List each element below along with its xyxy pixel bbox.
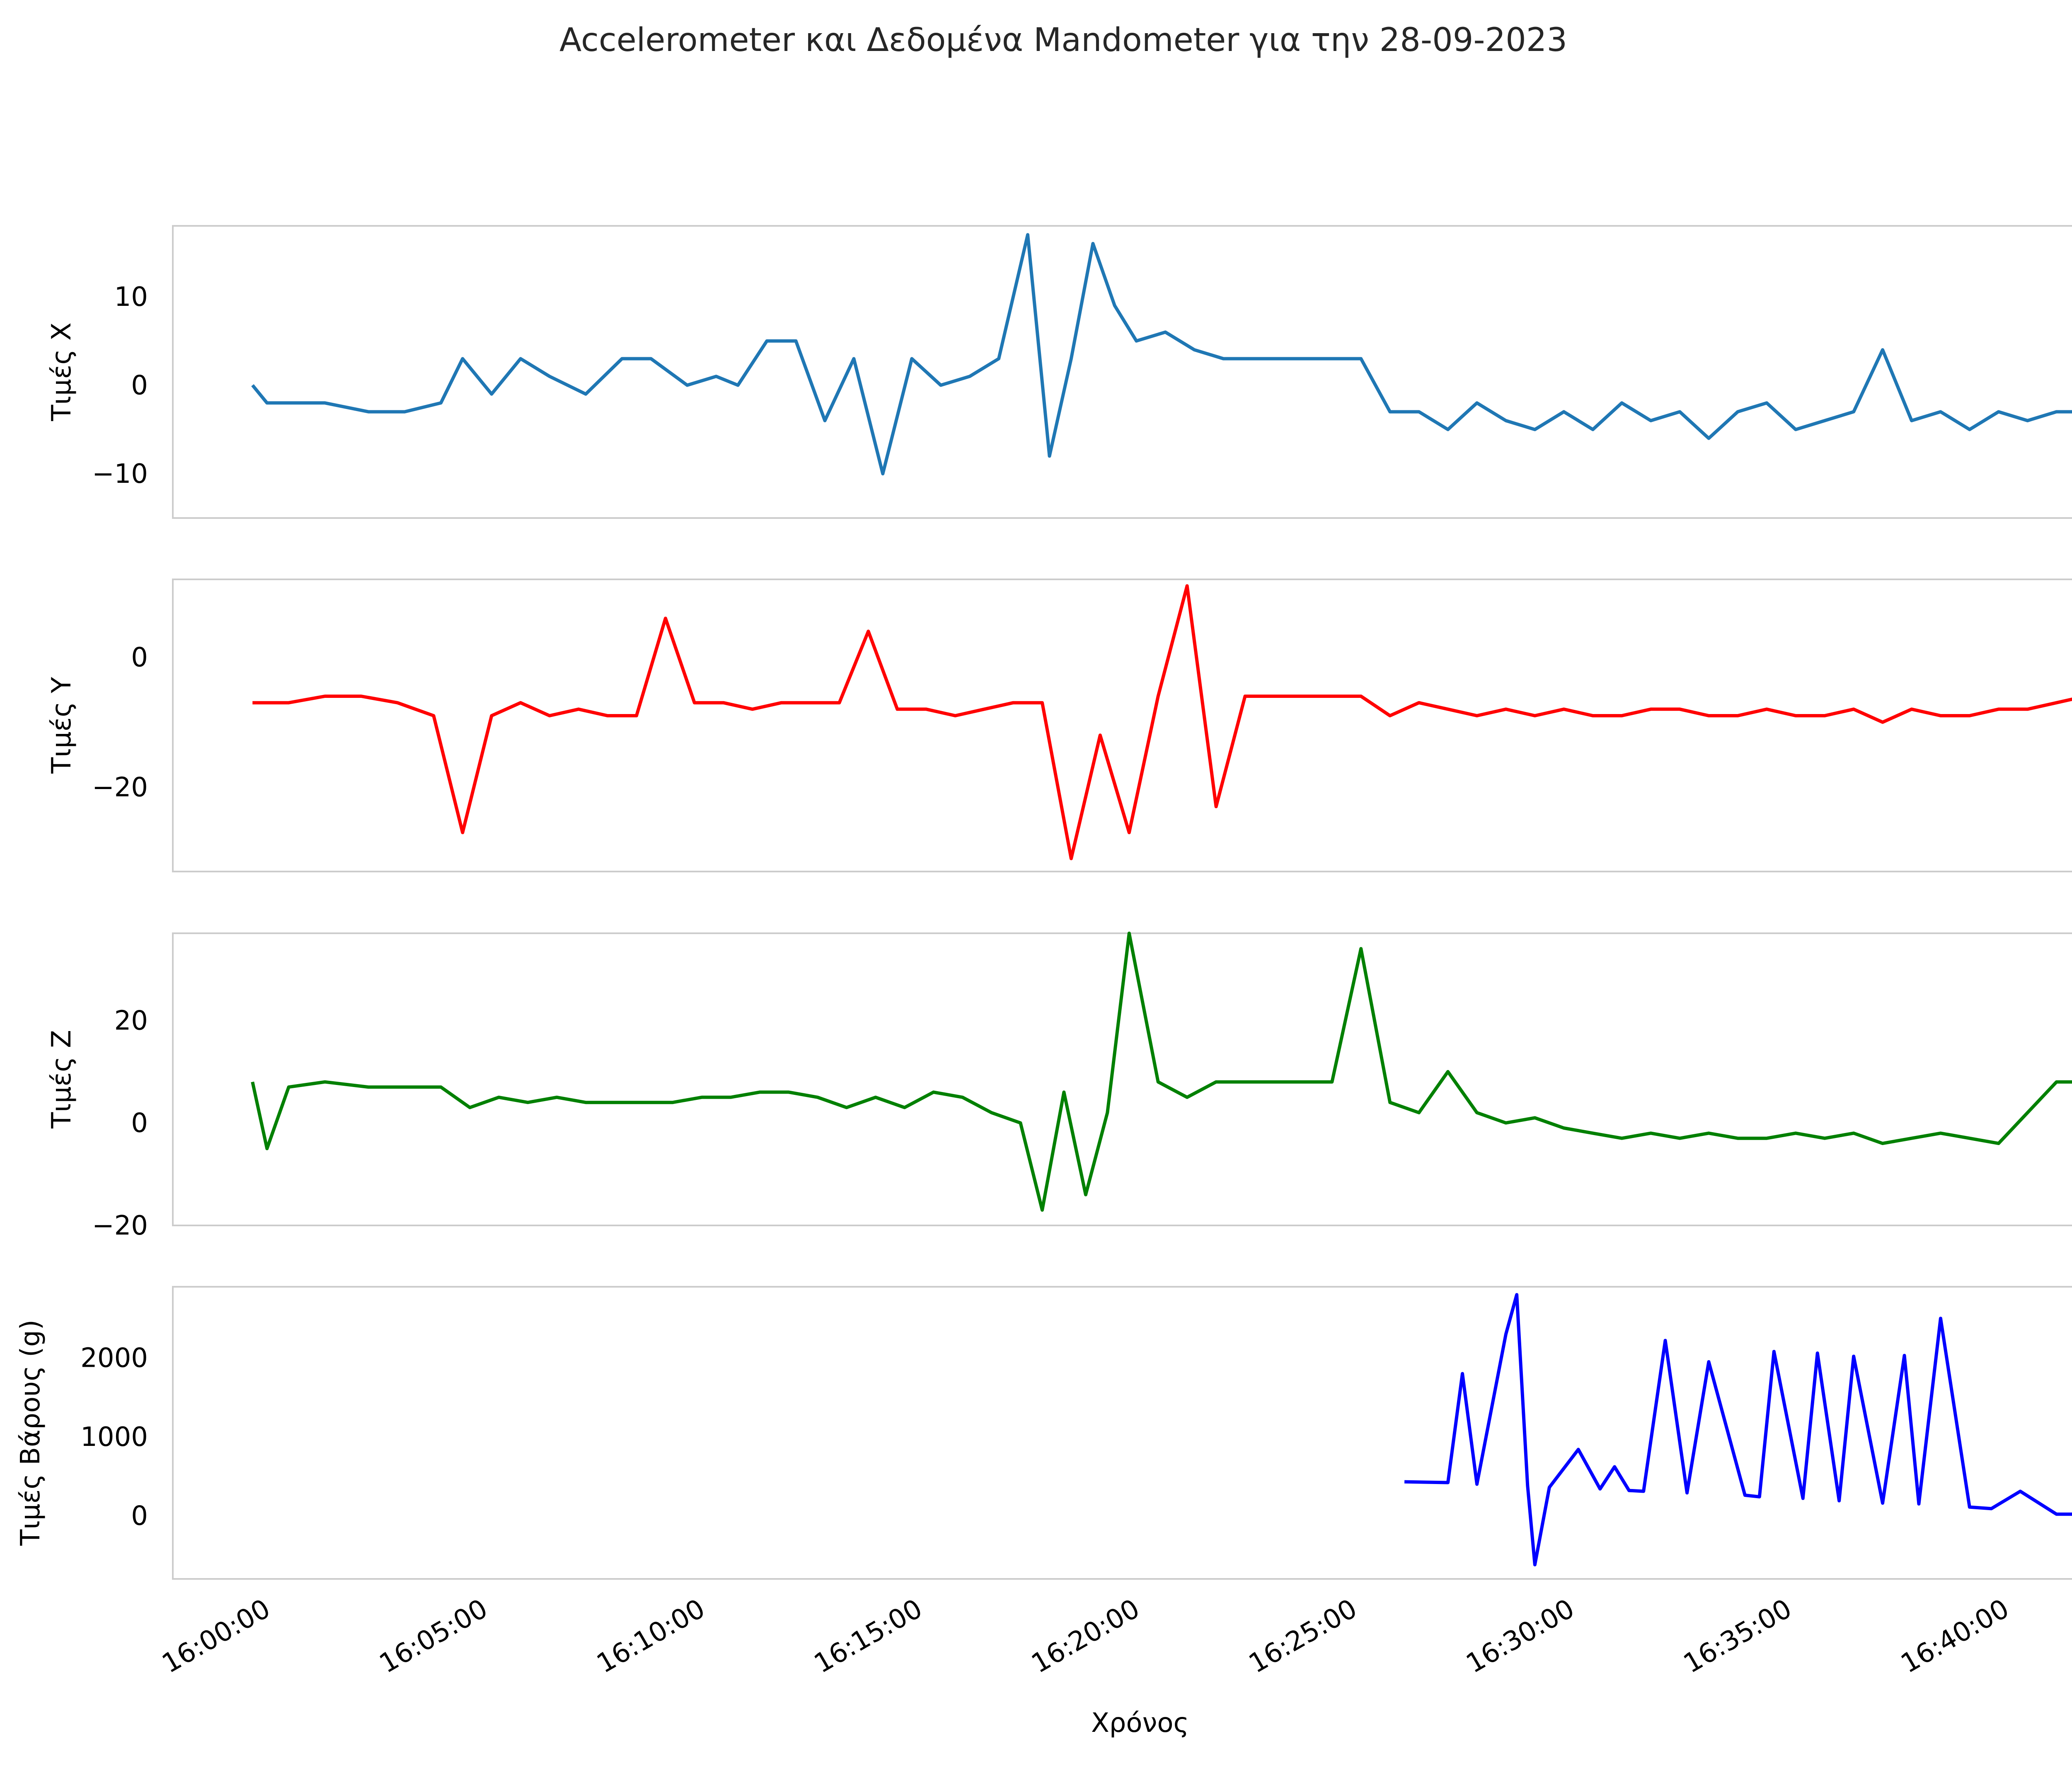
panel-weight-ytick-label: 0 xyxy=(131,1501,148,1532)
panel-z-frame xyxy=(172,932,2072,1226)
panel-y-ylabel: Τιμές Y xyxy=(46,677,77,774)
panel-x-ytick-label: 0 xyxy=(131,370,148,401)
panel-weight: Τιμές Βάρους (g) 2000 1000 0 xyxy=(15,1286,2072,1580)
panel-x-frame xyxy=(172,225,2072,519)
panel-weight-series-line xyxy=(1404,1293,2072,1566)
panel-z: Τιμές Z 20 0 −20 xyxy=(46,932,2072,1241)
panel-weight-yticks: 2000 1000 0 xyxy=(80,1343,148,1531)
panel-y: Τιμές Y 0 −20 xyxy=(46,579,2072,872)
x-tick-label: 16:40:00 xyxy=(1896,1593,2014,1680)
panel-x-ytick-label: 10 xyxy=(114,282,148,312)
x-axis-label: Χρόνος xyxy=(1091,1708,1189,1738)
panel-y-ytick-label: −20 xyxy=(92,772,148,803)
x-axis-ticks: 16:00:00 16:05:00 16:10:00 16:15:00 16:20:00… xyxy=(157,1593,2014,1680)
panel-z-yticks: 20 0 −20 xyxy=(92,1005,148,1241)
panel-x-ylabel: Τιμές X xyxy=(46,322,77,421)
panel-y-ytick-label: 0 xyxy=(131,642,148,673)
x-tick-label: 16:10:00 xyxy=(592,1593,710,1680)
panel-weight-ytick-label: 2000 xyxy=(80,1343,148,1373)
x-tick-label: 16:25:00 xyxy=(1244,1593,1362,1680)
x-tick-label: 16:00:00 xyxy=(157,1593,276,1680)
panel-weight-ytick-label: 1000 xyxy=(80,1422,148,1453)
x-tick-label: 16:35:00 xyxy=(1678,1593,1797,1680)
panel-z-ylabel: Τιμές Z xyxy=(46,1030,77,1129)
x-tick-label: 16:30:00 xyxy=(1461,1593,1580,1680)
panel-z-ytick-label: 0 xyxy=(131,1108,148,1139)
chart-title: Accelerometer και Δεδομένα Mandometer γι… xyxy=(559,22,1567,59)
x-tick-label: 16:15:00 xyxy=(809,1593,927,1680)
panel-y-frame xyxy=(172,579,2072,872)
x-tick-label: 16:20:00 xyxy=(1026,1593,1145,1680)
panel-x-ytick-label: −10 xyxy=(92,459,148,489)
panel-x-series-line xyxy=(251,233,2072,476)
panel-y-yticks: 0 −20 xyxy=(92,642,148,803)
panel-weight-frame xyxy=(172,1286,2072,1580)
x-tick-label: 16:05:00 xyxy=(374,1593,493,1680)
panel-x: Τιμές X 10 0 −10 xyxy=(46,225,2072,519)
panel-z-series-line xyxy=(251,932,2072,1212)
panel-x-yticks: 10 0 −10 xyxy=(92,282,148,489)
panel-z-ytick-label: 20 xyxy=(114,1005,148,1036)
panel-z-ytick-label: −20 xyxy=(92,1211,148,1241)
panel-weight-ylabel: Τιμές Βάρους (g) xyxy=(15,1320,46,1546)
panel-y-series-line xyxy=(252,584,2072,860)
